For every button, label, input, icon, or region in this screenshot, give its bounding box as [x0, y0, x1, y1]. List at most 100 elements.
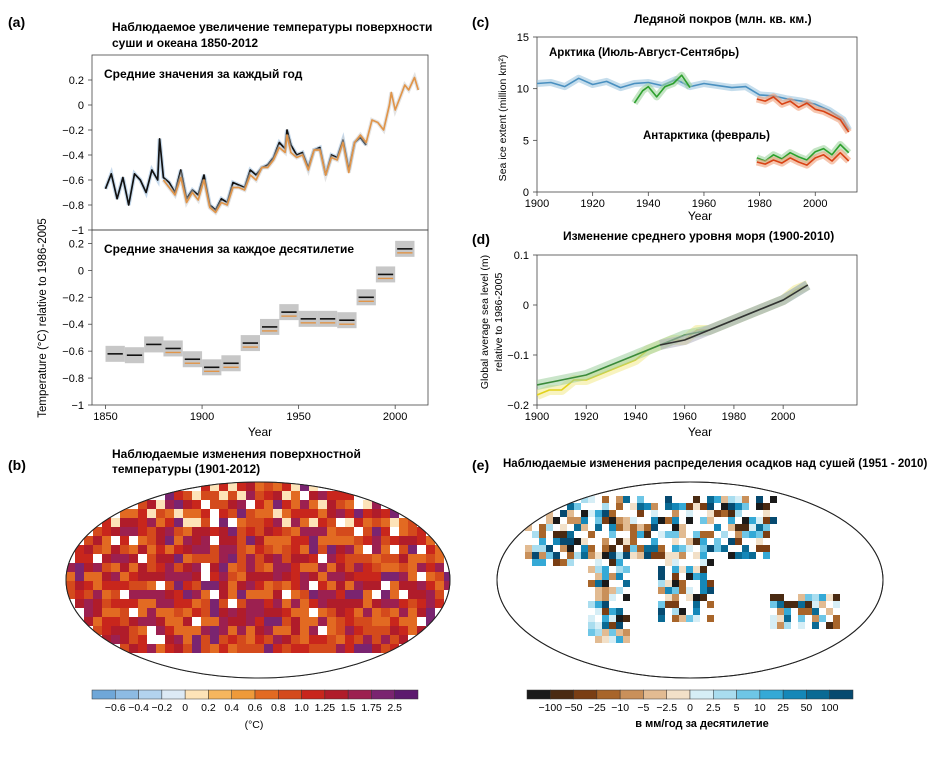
a-top-ytick-label: −0.2 [62, 125, 84, 137]
e-map-cell [686, 573, 693, 580]
e-map-cell [560, 524, 567, 531]
b-map-cell [318, 500, 327, 509]
e-map-cell [616, 629, 623, 636]
b-map-cell [282, 509, 291, 518]
e-map-cell [567, 559, 574, 566]
a-xtick-label: 1950 [286, 411, 310, 423]
b-map-cell [147, 545, 156, 554]
b-map-cell [426, 581, 435, 590]
b-map-cell [228, 563, 237, 572]
e-map-cell [805, 594, 812, 601]
b-map-cell [246, 644, 255, 653]
b-map-cell [264, 563, 273, 572]
b-map-cell [201, 545, 210, 554]
b-map-cell [237, 491, 246, 500]
b-map-cell [327, 545, 336, 554]
b-map-cell [246, 509, 255, 518]
d-ytick-label: 0 [523, 300, 529, 312]
e-map-cell [658, 615, 665, 622]
e-colorbar-swatch [736, 689, 761, 700]
e-map-cell [707, 503, 714, 510]
e-map-cell [581, 524, 588, 531]
b-map-cell [309, 635, 318, 644]
b-map-cell [300, 617, 309, 626]
e-map-cell [707, 531, 714, 538]
e-map-cell [763, 524, 770, 531]
e-map-cell [770, 601, 777, 608]
e-map-cell [651, 517, 658, 524]
b-map-cell [183, 572, 192, 581]
b-map-cell [102, 626, 111, 635]
b-map-cell [237, 482, 246, 491]
e-map-cell [679, 587, 686, 594]
e-map-cell [644, 503, 651, 510]
b-map-cell [336, 545, 345, 554]
b-map-cell [237, 590, 246, 599]
e-map-cell [588, 580, 595, 587]
b-map-cell [300, 608, 309, 617]
b-map-cell [399, 563, 408, 572]
b-map-cell [201, 599, 210, 608]
b-map-cell [246, 563, 255, 572]
b-map-cell [381, 626, 390, 635]
e-map-cell [686, 587, 693, 594]
b-map-cell [372, 527, 381, 536]
a-series-line-1 [162, 76, 420, 214]
b-map-cell [255, 500, 264, 509]
b-map-cell [246, 581, 255, 590]
b-map-cell [75, 563, 84, 572]
b-map-cell [282, 563, 291, 572]
e-map-cell [609, 559, 616, 566]
b-map-cell [210, 491, 219, 500]
b-map-cell [237, 617, 246, 626]
b-colorbar-swatch [394, 689, 419, 700]
b-map-cell [372, 608, 381, 617]
e-map-cell [574, 517, 581, 524]
b-map-cell [372, 536, 381, 545]
e-map-cell [735, 503, 742, 510]
b-map-cell [192, 527, 201, 536]
e-map-cell [665, 580, 672, 587]
e-map-cell [595, 517, 602, 524]
b-map-cell [363, 626, 372, 635]
e-map-cell [707, 496, 714, 503]
b-map-cell [75, 581, 84, 590]
e-map-cell [784, 615, 791, 622]
e-map-cell [560, 510, 567, 517]
e-map-cell [609, 629, 616, 636]
b-map-cell [165, 518, 174, 527]
e-map-cell [770, 594, 777, 601]
e-map-cell [707, 601, 714, 608]
e-map-cell [567, 517, 574, 524]
e-map-cell [693, 601, 700, 608]
b-map-cell [309, 626, 318, 635]
b-map-cell [228, 617, 237, 626]
b-map-cell [84, 545, 93, 554]
e-map-cell [658, 580, 665, 587]
b-map-cell [93, 617, 102, 626]
b-map-cell [192, 536, 201, 545]
b-colorbar-tick-label: 1.0 [294, 702, 309, 714]
b-map-cell [255, 626, 264, 635]
b-map-cell [111, 572, 120, 581]
b-map-cell [363, 563, 372, 572]
b-map-cell [354, 599, 363, 608]
b-map-cell [120, 626, 129, 635]
b-map-cell [381, 545, 390, 554]
b-map-cell [201, 635, 210, 644]
b-map-cell [165, 572, 174, 581]
b-map-cell [84, 590, 93, 599]
b-map-cell [417, 608, 426, 617]
b-map-cell [219, 590, 228, 599]
e-map-cell [658, 545, 665, 552]
b-map-cell [291, 617, 300, 626]
b-map-cell [147, 527, 156, 536]
b-map-cell [363, 509, 372, 518]
b-map-cell [66, 563, 75, 572]
b-map-cell [354, 617, 363, 626]
e-map-cell [651, 503, 658, 510]
b-map-cell [255, 599, 264, 608]
b-map-cell [219, 518, 228, 527]
b-map-cell [390, 554, 399, 563]
